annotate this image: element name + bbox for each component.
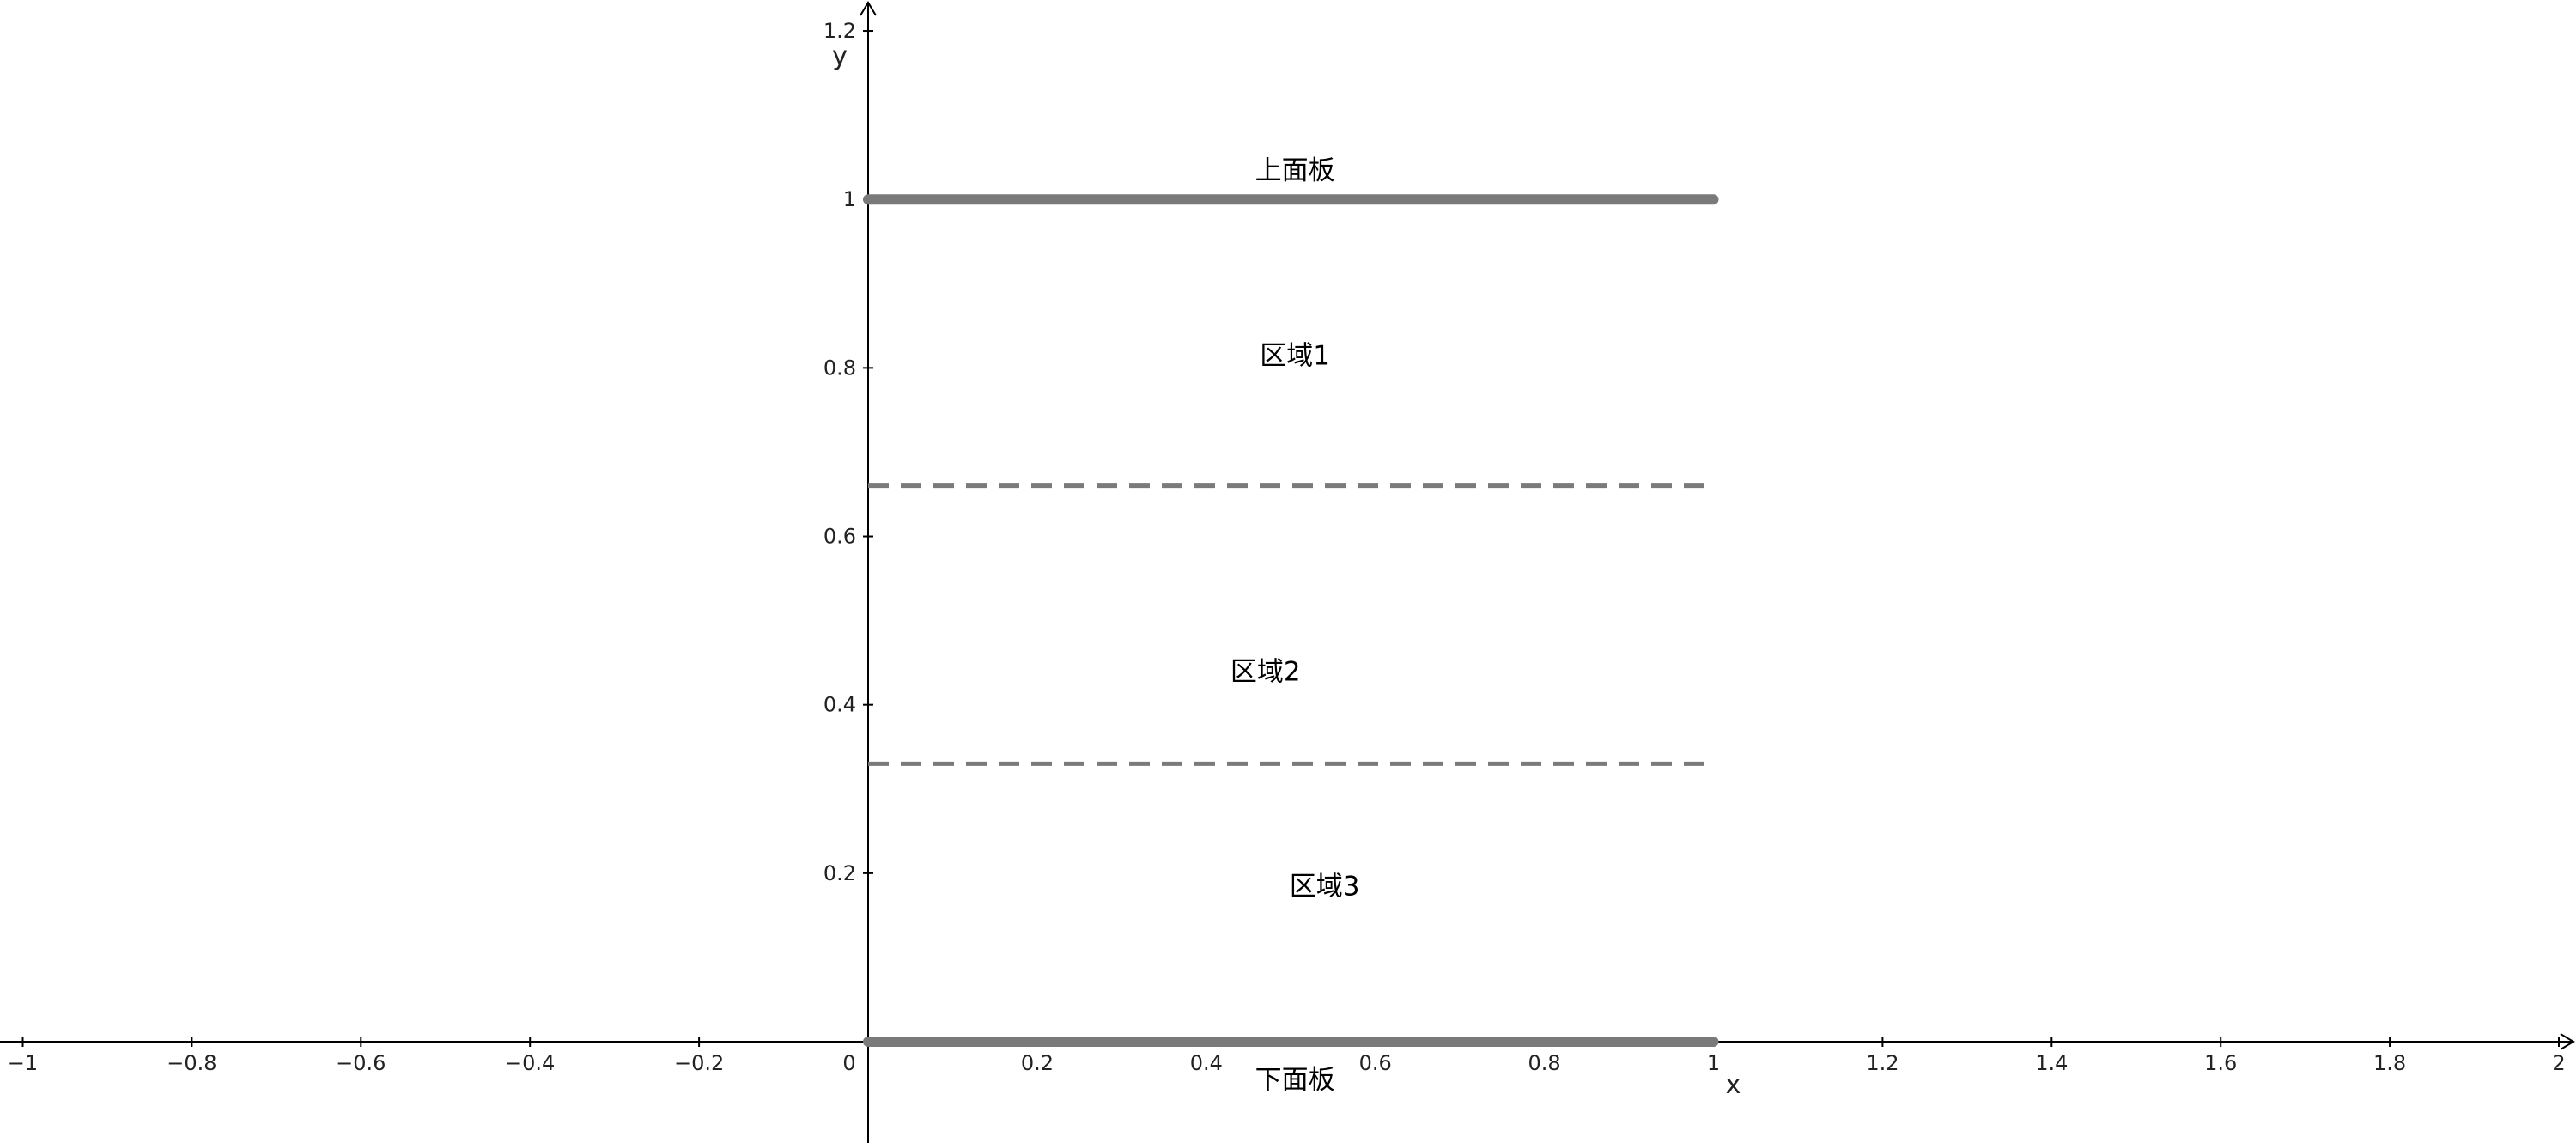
x-tick-label: −1 — [8, 1051, 38, 1075]
x-tick-label: 1.4 — [2035, 1051, 2068, 1075]
x-tick-label: −0.4 — [505, 1051, 555, 1075]
annotation-label: 上面板 — [1255, 155, 1335, 186]
x-tick-label: 0 — [842, 1051, 855, 1075]
y-tick-label: 1 — [843, 187, 856, 211]
plot-lines — [863, 194, 1719, 1047]
x-tick-label: 1.2 — [1866, 1051, 1899, 1075]
y-tick-label: 0.4 — [823, 693, 856, 717]
x-tick-label: −0.2 — [674, 1051, 724, 1075]
annotation-label: 下面板 — [1255, 1065, 1335, 1096]
x-tick-label: 0.2 — [1021, 1051, 1054, 1075]
x-tick-label: 2 — [2552, 1051, 2565, 1075]
y-tick-label: 0.6 — [823, 525, 856, 549]
y-tick-label: 1.2 — [823, 19, 856, 43]
x-tick-label: 1 — [1707, 1051, 1720, 1075]
y-tick-label: 0.2 — [823, 861, 856, 885]
x-tick-label: 1.6 — [2204, 1051, 2237, 1075]
x-tick-label: 0.4 — [1190, 1051, 1223, 1075]
x-tick-label: −0.6 — [336, 1051, 386, 1075]
y-tick-label: 0.8 — [823, 356, 856, 380]
annotation-label: 区域3 — [1290, 872, 1360, 903]
x-axis-arrow — [2560, 1033, 2575, 1050]
annotation-label: 区域1 — [1260, 341, 1330, 372]
annotation-label: 区域2 — [1230, 656, 1301, 687]
y-axis-label: y — [832, 41, 848, 71]
x-tick-label: 1.8 — [2373, 1051, 2406, 1075]
y-axis-arrow — [860, 1, 877, 16]
x-tick-label: −0.8 — [167, 1051, 216, 1075]
x-axis-label: x — [1726, 1070, 1741, 1100]
x-tick-label: 0.8 — [1528, 1051, 1561, 1075]
x-tick-label: 0.6 — [1359, 1051, 1392, 1075]
